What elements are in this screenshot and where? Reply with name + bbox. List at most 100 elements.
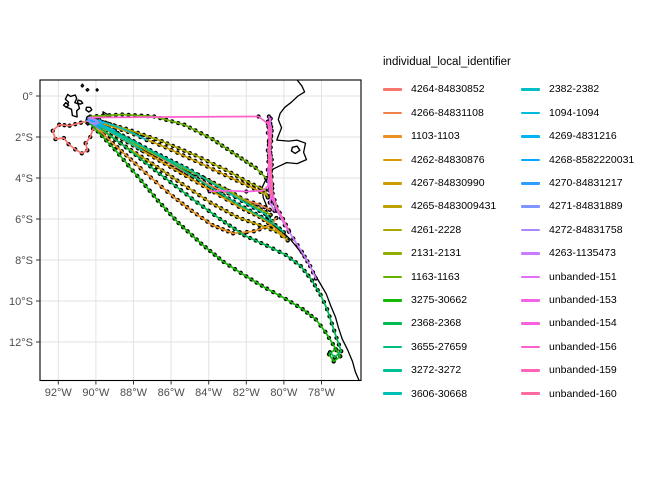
legend-entry-label: 4261-2228: [411, 223, 462, 236]
legend-entry-4265-8483009431: 4265-8483009431: [383, 195, 521, 218]
legend: individual_local_identifier 4264-8483085…: [383, 56, 634, 405]
legend-key-line: [521, 275, 540, 279]
legend-entry-label: unbanded-160: [549, 387, 617, 400]
legend-key-line: [521, 392, 540, 396]
track-line-4261-2228: [89, 117, 269, 199]
legend-key-line: [521, 298, 540, 302]
legend-key-line: [383, 181, 402, 185]
legend-entry-label: 4262-84830876: [411, 153, 485, 166]
legend-entry-label: 2131-2131: [411, 247, 462, 260]
y-tick-label: 2°S: [15, 132, 33, 144]
track-line-3272-3272: [89, 118, 274, 222]
legend-key-line: [383, 111, 402, 115]
legend-key-line: [383, 228, 402, 232]
legend-key-line: [383, 158, 402, 162]
legend-key-line: [521, 88, 540, 91]
y-tick-label: 12°S: [9, 337, 33, 349]
legend-entry-label: 1163-1163: [411, 270, 460, 283]
legend-entry-4264-84830852: 4264-84830852: [383, 78, 521, 101]
legend-key-line: [521, 228, 540, 232]
legend-entry-label: 3272-3272: [411, 364, 462, 377]
legend-entry-unbanded-151: unbanded-151: [521, 265, 634, 288]
legend-entry-4261-2228: 4261-2228: [383, 218, 521, 241]
island: [80, 83, 85, 88]
legend-entry-3606-30668: 3606-30668: [383, 382, 521, 405]
legend-entry-1103-1103: 1103-1103: [383, 125, 521, 148]
legend-key-line: [383, 252, 402, 255]
legend-entry-label: 4263-1135473: [549, 247, 616, 260]
x-tick-label: 92°W: [45, 387, 73, 399]
track-line-4265-8483009431: [88, 120, 289, 242]
x-tick-label: 88°W: [120, 387, 148, 399]
legend-entry-unbanded-153: unbanded-153: [521, 289, 634, 312]
legend-entry-unbanded-156: unbanded-156: [521, 335, 634, 358]
legend-entry-label: unbanded-154: [549, 317, 617, 330]
legend-key-line: [521, 181, 540, 185]
legend-entry-label: 3655-27659: [411, 340, 468, 353]
track-line-3275-30662: [88, 121, 342, 363]
legend-entry-label: 4264-84830852: [411, 83, 485, 96]
legend-entry-4271-84831889: 4271-84831889: [521, 195, 634, 218]
legend-key-line: [521, 205, 540, 208]
legend-entry-4270-84831217: 4270-84831217: [521, 172, 634, 195]
legend-entry-label: unbanded-153: [549, 293, 617, 306]
track-lines: [51, 113, 343, 363]
legend-entry-2382-2382: 2382-2382: [521, 78, 634, 101]
y-tick-label: 0°: [22, 91, 33, 103]
legend-entry-label: unbanded-151: [549, 270, 617, 283]
legend-entries: 4264-84830852 4266-84831108 1103-1103 4262-…: [383, 78, 634, 405]
legend-key-line: [383, 298, 402, 302]
legend-title: individual_local_identifier: [383, 56, 511, 68]
legend-entry-label: 1094-1094: [549, 106, 600, 119]
legend-entry-label: 4266-84831108: [411, 106, 484, 119]
legend-entry-label: 4268-8582220031: [549, 153, 635, 166]
legend-entry-1094-1094: 1094-1094: [521, 101, 634, 124]
legend-entry-4268-8582220031: 4268-8582220031: [521, 148, 634, 171]
track-line-unbanded-153: [267, 117, 274, 202]
legend-key-line: [521, 322, 540, 325]
legend-key-line: [521, 158, 540, 162]
legend-entry-unbanded-159: unbanded-159: [521, 359, 634, 382]
panel-content: [40, 80, 361, 381]
legend-entry-label: 4271-84831889: [549, 200, 623, 213]
legend-key-line: [383, 205, 402, 208]
legend-key-line: [383, 275, 402, 279]
legend-entry-label: unbanded-156: [549, 340, 617, 353]
x-tick-label: 90°W: [82, 387, 110, 399]
legend-entry-label: 4270-84831217: [549, 177, 623, 189]
y-tick-label: 4°S: [15, 173, 33, 185]
legend-key-line: [521, 135, 540, 138]
legend-entry-unbanded-154: unbanded-154: [521, 312, 634, 335]
legend-entry-label: 4267-84830990: [411, 177, 485, 189]
legend-entry-label: 2382-2382: [549, 83, 600, 96]
x-tick-label: 82°W: [233, 387, 261, 399]
legend-entry-3275-30662: 3275-30662: [383, 289, 521, 312]
legend-entry-label: unbanded-159: [549, 364, 617, 377]
legend-entry-3272-3272: 3272-3272: [383, 359, 521, 382]
track-line-1163-1163: [89, 113, 267, 179]
legend-entry-2131-2131: 2131-2131: [383, 242, 521, 265]
island: [85, 87, 90, 92]
legend-entry-4263-1135473: 4263-1135473: [521, 242, 634, 265]
legend-entry-4267-84830990: 4267-84830990: [383, 172, 521, 195]
island: [64, 93, 81, 118]
legend-entry-4272-84831758: 4272-84831758: [521, 218, 634, 241]
legend-entry-4262-84830876: 4262-84830876: [383, 148, 521, 171]
legend-key-line: [383, 88, 402, 91]
legend-key-line: [383, 392, 402, 396]
legend-entry-label: 3606-30668: [411, 387, 468, 400]
track-line-unbanded-160: [267, 125, 274, 198]
legend-key-line: [521, 252, 540, 255]
legend-entry-4269-4831216: 4269-4831216: [521, 125, 634, 148]
legend-entry-unbanded-160: unbanded-160: [521, 382, 634, 405]
legend-entry-label: 4265-8483009431: [411, 200, 497, 213]
legend-key-line: [521, 111, 540, 115]
legend-entry-label: 4269-4831216: [549, 130, 617, 143]
island: [76, 99, 84, 105]
legend-key-line: [383, 369, 402, 372]
legend-entry-4266-84831108: 4266-84831108: [383, 101, 521, 124]
panel-border: [39, 79, 362, 382]
axes: 92°W 90°W 88°W 86°W 84°W 82°W 80°W 78°W 0° 2°S 4°S…: [9, 91, 336, 399]
legend-key-line: [383, 135, 402, 138]
